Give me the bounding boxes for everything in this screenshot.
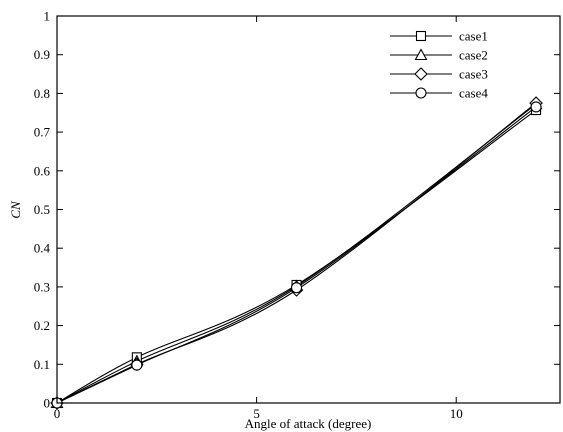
y-tick-label: 0.9	[34, 47, 50, 62]
y-tick-label: 1	[44, 9, 51, 24]
series-line-case2	[56, 103, 537, 404]
y-tick-label: 0.4	[34, 241, 51, 256]
y-tick-label: 0	[44, 396, 51, 411]
series-line-case4	[56, 106, 537, 404]
legend-marker-case2	[414, 48, 428, 61]
legend-label-case3: case3	[459, 67, 488, 82]
x-tick-label: 0	[54, 406, 61, 421]
plot-area	[50, 96, 543, 410]
legend-label-case1: case1	[459, 29, 488, 44]
y-tick-label: 0.7	[34, 125, 51, 140]
legend-label-case4: case4	[459, 86, 488, 101]
legend-label-case2: case2	[459, 48, 488, 63]
legend-marker-case1	[415, 30, 427, 42]
series-line-case1	[56, 109, 537, 404]
series-line-case3	[56, 102, 537, 404]
x-axis: 0 5 10	[54, 16, 463, 421]
data-point-case4-3	[530, 101, 542, 113]
x-tick-label: 5	[253, 406, 260, 421]
y-tick-label: 0.6	[34, 163, 51, 178]
legend-marker-case4	[415, 87, 427, 99]
legend-marker-case3	[414, 67, 428, 81]
data-point-case4-1	[131, 359, 143, 371]
x-tick-label: 10	[450, 406, 463, 421]
y-tick-label: 0.5	[34, 202, 50, 217]
legend: case1 case2 case3 case4	[390, 29, 488, 101]
data-point-case4-2	[290, 282, 303, 294]
y-tick-label: 0.8	[34, 86, 50, 101]
y-tick-label: 0.3	[34, 279, 50, 294]
y-axis: 0 0.1 0.2 0.3 0.4 0.5 0.6 0.7 0.8 0.9 1	[34, 9, 560, 411]
y-tick-label: 0.1	[34, 357, 50, 372]
y-axis-label: CN	[8, 200, 23, 219]
y-tick-label: 0.2	[34, 318, 50, 333]
x-axis-label: Angle of attack (degree)	[245, 416, 372, 431]
